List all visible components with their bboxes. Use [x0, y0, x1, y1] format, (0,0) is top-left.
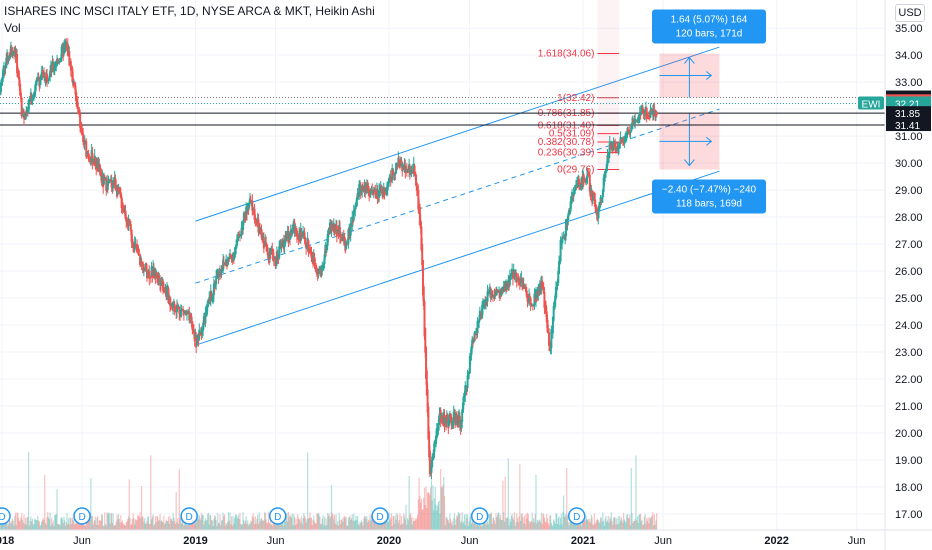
y-tick-label: 27.00 [895, 239, 923, 251]
currency-button[interactable]: USD [895, 4, 925, 22]
dividend-marker-label: D [0, 512, 6, 523]
volume-bar [535, 475, 536, 530]
channel-upper-line [196, 47, 720, 221]
fib-level-label: 1(32.42) [557, 93, 594, 104]
candle-body [656, 112, 658, 115]
y-tick-label: 19.00 [895, 455, 923, 467]
fib-level-label: 0.236(30.39) [538, 148, 595, 159]
x-tick-label: Jun [848, 535, 866, 547]
regression-channel[interactable] [196, 47, 720, 345]
time-axis[interactable]: 2018 Jun 2019 Jun 2020 Jun 2021 Jun 2022 Jun [0, 530, 932, 547]
volume-bar [656, 513, 657, 530]
volume-bar [44, 475, 45, 530]
x-tick-label: 2021 [571, 535, 595, 547]
fib-level-label: 0.382(30.78) [538, 137, 595, 148]
x-tick-label: 2019 [183, 535, 207, 547]
y-tick-label: 24.00 [895, 320, 923, 332]
x-tick-label: 2020 [377, 535, 401, 547]
chart-title: ISHARES INC MSCI ITALY ETF, 1D, NYSE ARC… [4, 4, 375, 18]
y-tick-label: 21.00 [895, 401, 923, 413]
y-tick-label: 31.00 [895, 131, 923, 143]
y-tick-label: 28.00 [895, 212, 923, 224]
y-tick-label: 25.00 [895, 293, 923, 305]
dividend-marker-label: D [274, 512, 281, 523]
volume-bar [28, 452, 29, 530]
y-tick-label: 20.00 [895, 428, 923, 440]
dividend-marker-label: D [186, 512, 193, 523]
price-tag-label: 31.41 [895, 121, 920, 132]
x-tick-label: 2018 [0, 535, 14, 547]
y-tick-label: 33.00 [895, 77, 923, 89]
range-label-line2: 118 bars, 169d [676, 199, 742, 210]
fibonacci-retracement[interactable]: 1.618(34.06)1(32.42)0.786(31.85)0.618(31… [538, 0, 619, 176]
volume-bar [508, 458, 509, 530]
x-tick-label: Jun [654, 535, 672, 547]
horizontal-lines[interactable] [0, 98, 885, 126]
y-tick-label: 22.00 [895, 374, 923, 386]
y-tick-label: 29.00 [895, 185, 923, 197]
dividend-marker-label: D [573, 512, 580, 523]
dividend-marker-label: D [376, 512, 383, 523]
volume-bar [519, 464, 520, 530]
symbol-tag-label: EWI [862, 99, 881, 110]
range-label-line2: 120 bars, 171d [676, 29, 743, 40]
y-tick-label: 34.00 [895, 50, 923, 62]
dividend-marker-label: D [476, 512, 483, 523]
y-tick-label: 17.00 [895, 509, 923, 521]
grid-lines [0, 0, 885, 530]
y-tick-label: 30.00 [895, 158, 923, 170]
volume-bars [0, 452, 657, 530]
fib-level-label: 1.618(34.06) [538, 49, 595, 60]
x-tick-label: Jun [73, 535, 91, 547]
x-tick-label: 2022 [764, 535, 788, 547]
y-tick-label: 35.00 [895, 23, 923, 35]
y-tick-label: 23.00 [895, 347, 923, 359]
range-label-line1: 1.64 (5.07%) 164 [671, 15, 748, 26]
volume-bar [444, 496, 445, 530]
candlesticks [0, 38, 658, 479]
y-tick-label: 18.00 [895, 482, 923, 494]
dividend-marker-label: D [78, 512, 85, 523]
volume-bar [56, 489, 57, 530]
candle-body [345, 241, 347, 248]
price-range-tools[interactable]: 1.64 (5.07%) 164 120 bars, 171d −2.40 (−7.… [652, 10, 766, 214]
x-tick-label: Jun [461, 535, 479, 547]
y-tick-label: 26.00 [895, 266, 923, 278]
volume-bar [635, 455, 636, 530]
x-tick-label: Jun [267, 535, 285, 547]
range-label-line1: −2.40 (−7.47%) −240 [662, 185, 757, 196]
volume-label: Vol [4, 21, 21, 35]
volume-bar [150, 455, 151, 530]
